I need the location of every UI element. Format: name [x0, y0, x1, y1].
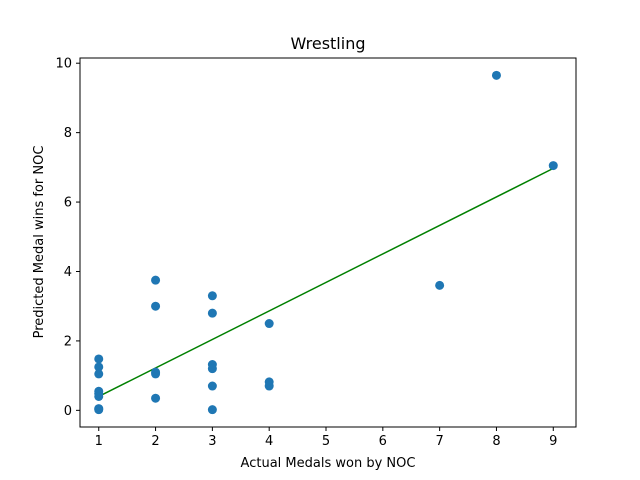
plot-frame — [79, 57, 577, 428]
y-tick-label: 8 — [64, 126, 72, 141]
x-tick-label: 1 — [95, 434, 103, 449]
data-point — [548, 161, 558, 171]
x-tick-label: 7 — [436, 434, 444, 449]
x-axis: 1 2 3 4 5 6 7 8 9 — [95, 427, 557, 449]
y-tick-label: 0 — [64, 404, 72, 419]
data-point — [264, 381, 274, 391]
data-point — [491, 70, 501, 80]
regression-line — [98, 167, 554, 398]
data-point — [207, 405, 217, 415]
x-tick-label: 2 — [151, 434, 159, 449]
data-point — [94, 362, 104, 372]
x-tick-label: 8 — [492, 434, 500, 449]
data-point — [151, 393, 161, 403]
data-point — [207, 381, 217, 391]
data-point — [207, 364, 217, 374]
data-point — [151, 275, 161, 285]
y-axis: 0 2 4 6 8 10 — [55, 57, 80, 419]
data-point — [264, 319, 274, 329]
x-axis-label: Actual Medals won by NOC — [241, 456, 416, 471]
data-point — [94, 354, 104, 364]
x-tick-label: 6 — [379, 434, 387, 449]
y-tick-label: 2 — [64, 334, 72, 349]
x-tick-label: 4 — [265, 434, 273, 449]
data-point — [94, 369, 104, 379]
fit-line-layer — [98, 167, 554, 398]
chart-title: Wrestling — [291, 34, 366, 53]
data-point — [207, 291, 217, 301]
y-axis-label: Predicted Medal wins for NOC — [32, 146, 47, 339]
data-point — [435, 280, 445, 290]
data-point — [207, 308, 217, 318]
y-tick-label: 4 — [64, 265, 72, 280]
data-point — [151, 369, 161, 379]
points-layer — [94, 70, 558, 415]
y-tick-label: 10 — [55, 57, 72, 72]
x-tick-label: 9 — [549, 434, 557, 449]
x-tick-label: 3 — [208, 434, 216, 449]
y-tick-label: 6 — [64, 196, 72, 211]
data-point — [94, 391, 104, 401]
data-point — [151, 301, 161, 311]
x-tick-label: 5 — [322, 434, 330, 449]
data-point — [94, 405, 104, 415]
